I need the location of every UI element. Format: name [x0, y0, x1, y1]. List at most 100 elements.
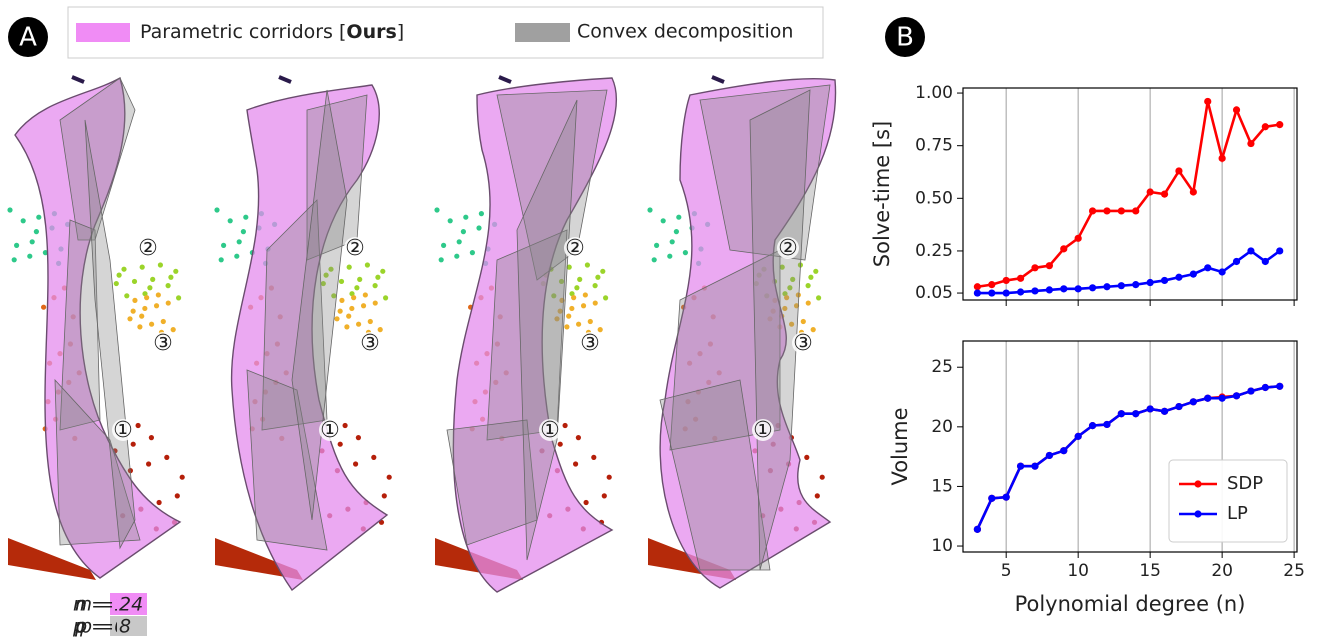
data-point — [1190, 398, 1197, 405]
point-cloud-dot — [14, 243, 19, 248]
point-cloud-dot — [801, 319, 806, 324]
point-cloud-dot — [683, 250, 688, 255]
y-tick-label: 0.50 — [915, 188, 953, 208]
legend-swatch — [515, 23, 570, 42]
n-label: n = — [80, 594, 114, 616]
x-tick-label: 15 — [1139, 561, 1161, 581]
marker-label: ① — [540, 418, 560, 443]
point-cloud-dot — [12, 257, 17, 262]
data-point — [1233, 258, 1240, 265]
point-cloud-dot — [382, 493, 387, 498]
point-cloud-dot — [569, 306, 574, 311]
point-cloud-dot — [661, 218, 666, 223]
point-cloud-dot — [139, 314, 144, 319]
start-marker — [279, 77, 291, 82]
data-point — [1161, 277, 1168, 284]
point-cloud-dot — [173, 269, 178, 274]
point-cloud-dot — [356, 322, 361, 327]
data-point — [1060, 245, 1067, 252]
legend-label: Convex decomposition — [577, 21, 793, 43]
data-point — [974, 283, 981, 290]
point-cloud-dot — [149, 322, 154, 327]
point-cloud-dot — [368, 319, 373, 324]
point-cloud-dot — [584, 500, 589, 505]
legend-marker — [1194, 480, 1201, 487]
data-point — [1046, 262, 1053, 269]
point-cloud-dot — [563, 423, 568, 428]
legend-swatch — [76, 23, 130, 42]
point-cloud-dot — [573, 461, 578, 466]
marker-label: ② — [138, 236, 158, 261]
point-cloud-dot — [132, 298, 137, 303]
data-point — [1219, 395, 1226, 402]
point-cloud-dot — [34, 229, 39, 234]
data-point — [1247, 140, 1254, 147]
plot-frame — [963, 88, 1297, 300]
point-cloud-dot — [338, 309, 343, 314]
point-cloud-dot — [30, 239, 35, 244]
x-tick-label: 5 — [1001, 561, 1012, 581]
point-cloud-dot — [576, 435, 581, 440]
legend-label: SDP — [1227, 473, 1263, 494]
point-cloud-dot — [600, 269, 605, 274]
point-cloud-dot — [354, 285, 359, 290]
point-cloud-dot — [117, 273, 122, 278]
point-cloud-dot — [820, 475, 825, 480]
point-cloud-dot — [373, 283, 378, 288]
data-point — [1060, 285, 1067, 292]
data-point — [1132, 281, 1139, 288]
point-cloud-dot — [168, 275, 173, 280]
point-cloud-dot — [219, 257, 224, 262]
point-cloud-dot — [344, 324, 349, 329]
point-cloud-dot — [476, 225, 481, 230]
point-cloud-dot — [815, 493, 820, 498]
point-cloud-dot — [156, 292, 161, 297]
start-marker — [499, 77, 511, 82]
data-point — [1075, 285, 1082, 292]
data-point — [1190, 271, 1197, 278]
corridor-illustration: ①②③ — [434, 77, 616, 592]
data-point — [1003, 277, 1010, 284]
marker-label: ③ — [360, 331, 380, 356]
point-cloud-dot — [349, 306, 354, 311]
marker-label: ③ — [580, 331, 600, 356]
data-point — [1031, 287, 1038, 294]
point-cloud-dot — [241, 229, 246, 234]
point-cloud-dot — [127, 316, 132, 321]
point-cloud-dot — [124, 293, 129, 298]
data-point — [1017, 463, 1024, 470]
point-cloud-dot — [806, 300, 811, 305]
data-point — [1204, 395, 1211, 402]
data-point — [1046, 286, 1053, 293]
point-cloud-dot — [356, 435, 361, 440]
point-cloud-dot — [237, 239, 242, 244]
y-tick-label: 1.00 — [915, 83, 953, 103]
point-cloud-dot — [470, 250, 475, 255]
point-cloud-dot — [351, 295, 356, 300]
point-cloud-dot — [150, 277, 155, 282]
point-cloud-dot — [132, 279, 137, 284]
data-point — [1161, 191, 1168, 198]
series-line — [977, 251, 1279, 293]
point-cloud-dot — [457, 239, 462, 244]
point-cloud-dot — [574, 285, 579, 290]
data-point — [1276, 383, 1283, 390]
data-point — [1219, 268, 1226, 275]
point-cloud-dot — [593, 300, 598, 305]
data-point — [1075, 433, 1082, 440]
point-cloud-dot — [441, 243, 446, 248]
point-cloud-dot — [373, 300, 378, 305]
corridor-illustration: ①②③ — [7, 77, 184, 580]
point-cloud-dot — [654, 243, 659, 248]
point-cloud-dot — [142, 306, 147, 311]
y-axis-label: Volume — [888, 407, 912, 485]
point-cloud-dot — [380, 269, 385, 274]
point-cloud-dot — [36, 215, 41, 220]
point-cloud-dot — [166, 300, 171, 305]
legend-label: Parametric corridors [Ours] — [140, 21, 404, 43]
data-point — [1147, 279, 1154, 286]
point-cloud-dot — [804, 455, 809, 460]
y-tick-label: 15 — [931, 476, 953, 496]
data-point — [1247, 247, 1254, 254]
point-cloud-dot — [164, 455, 169, 460]
